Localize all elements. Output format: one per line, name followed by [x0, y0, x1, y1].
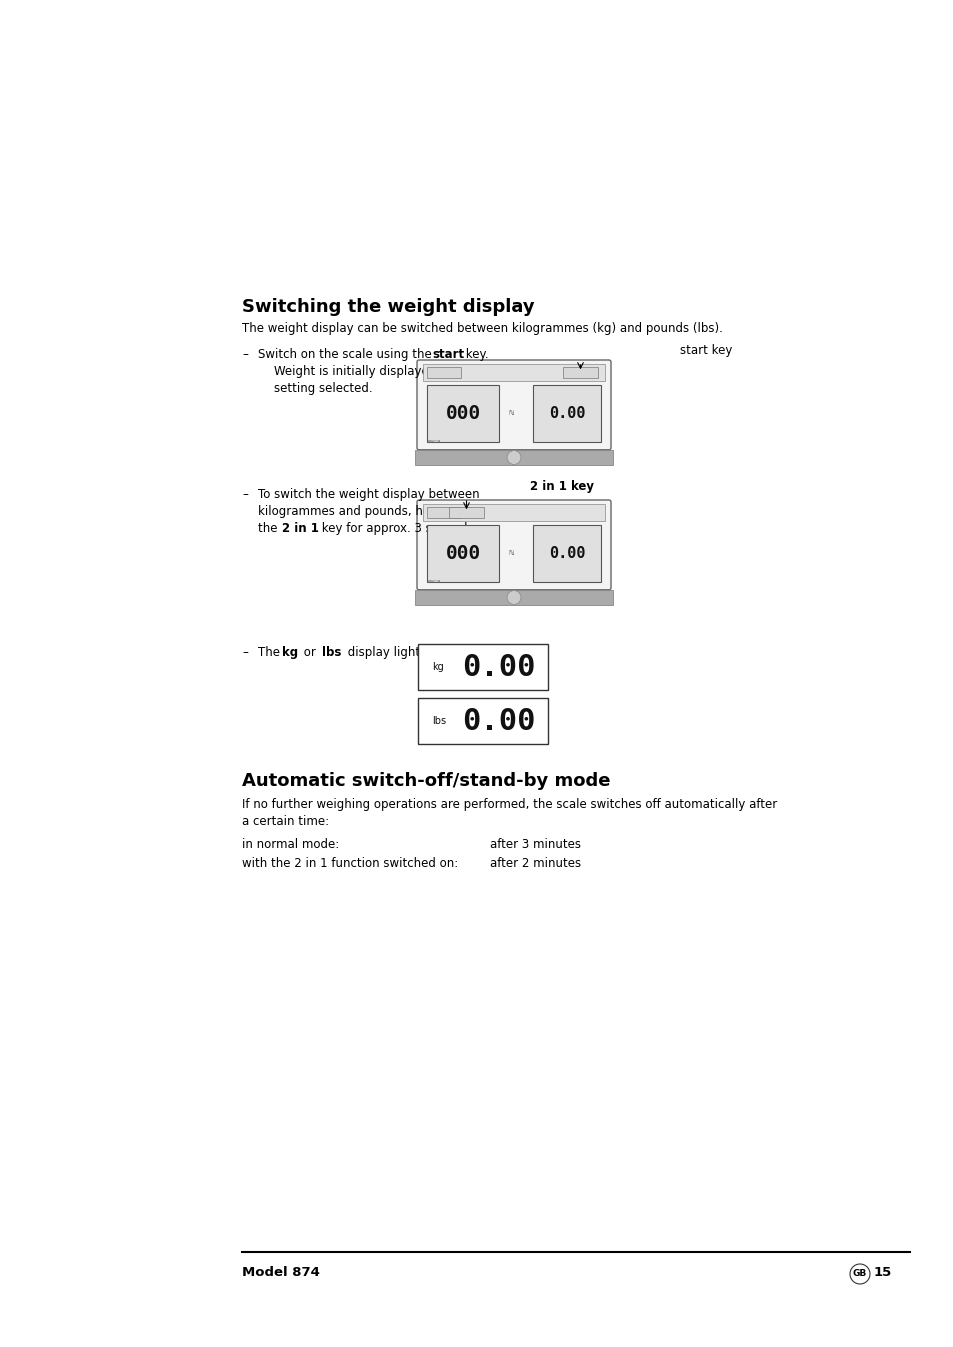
- Bar: [427, 506, 460, 517]
- Text: 15: 15: [873, 1266, 891, 1280]
- Text: The weight display can be switched between kilogrammes (kg) and pounds (lbs).: The weight display can be switched betwe…: [242, 322, 722, 335]
- Text: after 3 minutes: after 3 minutes: [490, 838, 580, 851]
- Text: in normal mode:: in normal mode:: [242, 838, 339, 851]
- Text: lbs: lbs: [432, 717, 446, 726]
- Text: kilogrammes and pounds, hold down: kilogrammes and pounds, hold down: [257, 505, 476, 519]
- Circle shape: [507, 450, 520, 465]
- Text: the: the: [257, 523, 281, 535]
- Text: or: or: [299, 647, 319, 659]
- Text: ℕ: ℕ: [508, 409, 514, 416]
- Circle shape: [507, 590, 520, 605]
- Text: ℕ: ℕ: [508, 550, 514, 556]
- Bar: [449, 506, 483, 517]
- Bar: [422, 504, 604, 520]
- Text: key.: key.: [461, 348, 488, 361]
- Text: setting selected.: setting selected.: [274, 383, 373, 395]
- Bar: [417, 698, 547, 744]
- Text: start: start: [432, 348, 464, 361]
- Bar: [427, 524, 498, 582]
- Bar: [427, 384, 498, 442]
- Bar: [533, 384, 600, 442]
- Text: The: The: [257, 647, 283, 659]
- Text: If no further weighing operations are performed, the scale switches off automati: If no further weighing operations are pe…: [242, 797, 777, 811]
- Text: 0.00: 0.00: [548, 405, 584, 420]
- Text: –: –: [242, 348, 248, 361]
- Text: 0.00: 0.00: [548, 546, 584, 560]
- FancyBboxPatch shape: [416, 360, 610, 450]
- Text: key for approx. 3 seconds.: key for approx. 3 seconds.: [317, 523, 476, 535]
- Bar: [415, 590, 613, 605]
- Bar: [422, 364, 604, 380]
- Text: Switch on the scale using the: Switch on the scale using the: [257, 348, 435, 361]
- Bar: [417, 644, 547, 690]
- Text: start key: start key: [679, 343, 732, 357]
- Text: To switch the weight display between: To switch the weight display between: [257, 488, 479, 501]
- Text: –: –: [242, 488, 248, 501]
- Text: Model 874: Model 874: [242, 1266, 319, 1280]
- Bar: [427, 366, 460, 377]
- Bar: [415, 450, 613, 465]
- Text: Weight is initially displayed in the last: Weight is initially displayed in the las…: [274, 365, 498, 379]
- Text: a certain time:: a certain time:: [242, 815, 329, 828]
- Text: GB: GB: [852, 1269, 866, 1278]
- Text: seca: seca: [427, 439, 441, 443]
- Text: with the 2 in 1 function switched on:: with the 2 in 1 function switched on:: [242, 857, 457, 870]
- Text: seca: seca: [427, 579, 441, 583]
- Text: after 2 minutes: after 2 minutes: [490, 857, 580, 870]
- Bar: [563, 366, 597, 377]
- Text: kg: kg: [432, 661, 443, 672]
- FancyBboxPatch shape: [416, 500, 610, 590]
- Text: 2 in 1 key: 2 in 1 key: [530, 480, 594, 493]
- Text: lbs: lbs: [322, 647, 341, 659]
- Text: display lights up.: display lights up.: [344, 647, 448, 659]
- Text: 0.00: 0.00: [461, 706, 535, 735]
- Text: 2 in 1: 2 in 1: [282, 523, 318, 535]
- Text: 000: 000: [445, 404, 480, 423]
- Text: Automatic switch-off/stand-by mode: Automatic switch-off/stand-by mode: [242, 772, 610, 789]
- Text: 0.00: 0.00: [461, 652, 535, 682]
- Text: kg: kg: [282, 647, 297, 659]
- Bar: [533, 524, 600, 582]
- Text: 000: 000: [445, 544, 480, 563]
- Text: –: –: [242, 647, 248, 659]
- Text: Switching the weight display: Switching the weight display: [242, 298, 534, 317]
